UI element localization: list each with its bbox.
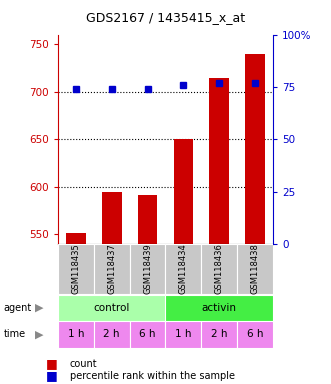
Text: 6 h: 6 h	[247, 329, 263, 339]
Text: ▶: ▶	[35, 303, 43, 313]
Bar	[201, 321, 237, 348]
Bar	[58, 244, 94, 294]
Text: GSM118438: GSM118438	[251, 243, 260, 294]
Bar	[66, 233, 86, 244]
Bar	[173, 139, 193, 244]
Text: 1 h: 1 h	[175, 329, 192, 339]
Bar	[94, 244, 130, 294]
Text: GSM118435: GSM118435	[71, 243, 80, 294]
Text: time: time	[3, 329, 25, 339]
Text: GSM118437: GSM118437	[107, 243, 116, 294]
Text: activin: activin	[202, 303, 237, 313]
Text: ▶: ▶	[35, 329, 43, 339]
Text: control: control	[94, 303, 130, 313]
Bar	[166, 244, 201, 294]
Text: percentile rank within the sample: percentile rank within the sample	[70, 371, 234, 381]
Text: agent: agent	[3, 303, 31, 313]
Bar	[201, 244, 237, 294]
Bar	[58, 295, 166, 321]
Text: GDS2167 / 1435415_x_at: GDS2167 / 1435415_x_at	[86, 11, 245, 24]
Bar	[237, 321, 273, 348]
Bar	[94, 321, 130, 348]
Bar	[166, 321, 201, 348]
Text: 2 h: 2 h	[104, 329, 120, 339]
Text: 6 h: 6 h	[139, 329, 156, 339]
Bar	[210, 78, 229, 244]
Text: ■: ■	[46, 369, 58, 382]
Text: GSM118434: GSM118434	[179, 243, 188, 294]
Text: 1 h: 1 h	[68, 329, 84, 339]
Bar	[138, 195, 158, 244]
Bar	[166, 295, 273, 321]
Bar	[102, 192, 121, 244]
Text: GSM118439: GSM118439	[143, 243, 152, 294]
Bar	[237, 244, 273, 294]
Bar	[58, 321, 94, 348]
Bar	[130, 244, 166, 294]
Text: count: count	[70, 359, 97, 369]
Bar	[245, 54, 265, 244]
Text: 2 h: 2 h	[211, 329, 227, 339]
Bar	[130, 321, 166, 348]
Text: GSM118436: GSM118436	[215, 243, 224, 294]
Text: ■: ■	[46, 357, 58, 370]
